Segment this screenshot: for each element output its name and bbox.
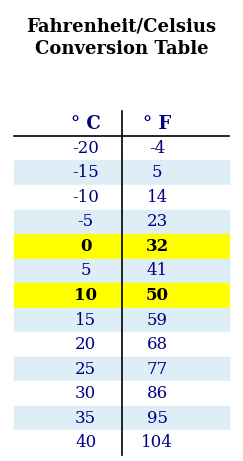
Bar: [14, 136, 229, 160]
Text: 41: 41: [147, 262, 168, 279]
Bar: [14, 160, 229, 185]
Text: 20: 20: [75, 336, 96, 353]
Text: 59: 59: [147, 312, 168, 329]
Bar: [14, 283, 229, 308]
Text: 14: 14: [147, 189, 168, 206]
Text: -20: -20: [72, 140, 99, 157]
Bar: [14, 210, 229, 234]
Text: 35: 35: [75, 410, 96, 427]
Bar: [14, 406, 229, 431]
Bar: [14, 234, 229, 259]
Bar: [14, 259, 229, 283]
Text: 25: 25: [75, 361, 96, 378]
Text: 40: 40: [75, 434, 96, 451]
Bar: [14, 332, 229, 357]
Text: 77: 77: [147, 361, 168, 378]
Text: -15: -15: [72, 164, 99, 181]
Bar: [14, 308, 229, 332]
Text: 50: 50: [146, 287, 169, 304]
Text: 68: 68: [147, 336, 168, 353]
Text: 15: 15: [75, 312, 96, 329]
Text: 0: 0: [80, 238, 91, 255]
Text: -5: -5: [78, 213, 94, 230]
Text: 30: 30: [75, 385, 96, 402]
Bar: [14, 357, 229, 381]
Text: 86: 86: [147, 385, 168, 402]
Text: 104: 104: [141, 434, 173, 451]
Text: 95: 95: [147, 410, 168, 427]
Text: -10: -10: [72, 189, 99, 206]
Text: ° C: ° C: [71, 115, 101, 133]
Bar: [14, 381, 229, 406]
Text: -4: -4: [149, 140, 165, 157]
Text: 5: 5: [80, 262, 91, 279]
Bar: [14, 431, 229, 455]
Text: ° F: ° F: [143, 115, 171, 133]
Text: 23: 23: [147, 213, 168, 230]
Text: 32: 32: [146, 238, 169, 255]
Text: 10: 10: [74, 287, 97, 304]
Bar: [14, 185, 229, 210]
Text: Fahrenheit/Celsius
Conversion Table: Fahrenheit/Celsius Conversion Table: [26, 18, 217, 58]
Text: 5: 5: [152, 164, 163, 181]
